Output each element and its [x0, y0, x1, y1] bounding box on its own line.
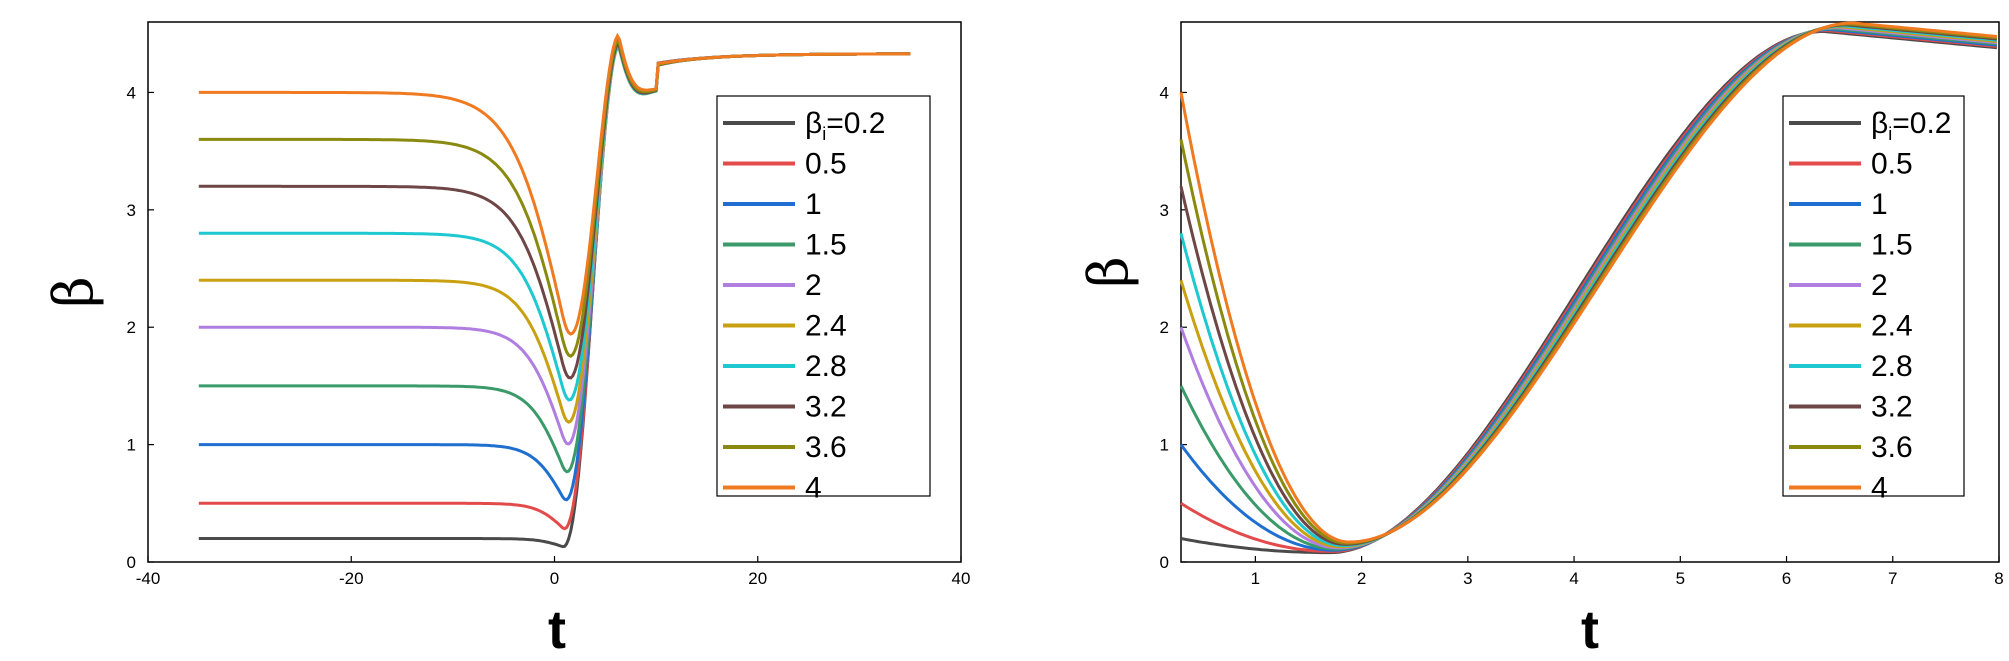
x-tick-label: 0: [550, 569, 559, 588]
y-tick-label: 4: [1160, 83, 1169, 102]
y-tick-label: 1: [127, 436, 136, 455]
y-tick-label: 3: [127, 201, 136, 220]
right-y-axis-label: β: [1077, 256, 1140, 287]
right-series-lines: [1179, 21, 1998, 555]
legend-label: 3.6: [1871, 431, 1913, 464]
legend-label: 2.4: [805, 310, 847, 343]
legend-label: 2.4: [1871, 310, 1913, 343]
legend-label: 0.5: [1871, 148, 1913, 181]
right-legend: βi=0.2 0.5 1 1.5 2 2.4 2.8 3.2 3.6 4: [1782, 95, 1965, 505]
x-tick-label: 6: [1782, 569, 1791, 588]
right-x-axis-label: t: [1581, 600, 1599, 660]
x-tick-label: 2: [1357, 569, 1366, 588]
legend-label: 3.6: [805, 431, 847, 464]
legend-symbol: β: [1871, 107, 1888, 140]
y-tick-label: 3: [1160, 201, 1169, 220]
x-tick-label: 3: [1463, 569, 1472, 588]
left-ticks: -40 -20 0 20 40 0 1 2 3 4: [127, 83, 971, 588]
legend-label: 1: [805, 188, 822, 221]
legend-label: 1: [1871, 188, 1888, 221]
y-tick-label: 2: [127, 318, 136, 337]
legend-label: βi=0.2: [805, 107, 886, 144]
legend-value: =0.2: [826, 107, 885, 140]
x-tick-label: 5: [1676, 569, 1685, 588]
legend-label: 2: [1871, 269, 1888, 302]
left-legend: βi=0.2 0.5 1 1.5 2 2.4 2.8 3.2 3.6 4: [716, 95, 931, 505]
right-plot-frame: [1180, 21, 2000, 563]
series-line-4: [1179, 21, 1998, 544]
left-series-lines: [198, 32, 911, 549]
legend-label: 3.2: [805, 391, 847, 424]
x-tick-label: -40: [136, 569, 161, 588]
legend-subscript: i: [822, 124, 826, 144]
x-tick-label: 20: [748, 569, 767, 588]
legend-subscript: i: [1888, 124, 1892, 144]
x-tick-label: -20: [339, 569, 364, 588]
x-tick-label: 7: [1888, 569, 1897, 588]
y-tick-label: 4: [127, 83, 136, 102]
x-tick-label: 4: [1569, 569, 1578, 588]
legend-label: 2: [805, 269, 822, 302]
y-tick-label: 2: [1160, 318, 1169, 337]
legend-label: 1.5: [805, 229, 847, 262]
left-y-axis-label: β: [42, 276, 105, 307]
legend-label: βi=0.2: [1871, 107, 1952, 144]
right-ticks: 1 2 3 4 5 6 7 8 0 1 2 3 4: [1160, 83, 2004, 588]
x-tick-label: 1: [1251, 569, 1260, 588]
legend-label: 2.8: [805, 350, 847, 383]
legend-label: 1.5: [1871, 229, 1913, 262]
series-line-4: [198, 32, 911, 336]
x-tick-label: 8: [1994, 569, 2003, 588]
left-x-axis-label: t: [548, 600, 566, 660]
x-tick-label: 40: [952, 569, 971, 588]
legend-label: 0.5: [805, 148, 847, 181]
legend-value: =0.2: [1892, 107, 1951, 140]
legend-label: 2.8: [1871, 350, 1913, 383]
legend-label: 4: [1871, 472, 1888, 505]
y-tick-label: 0: [127, 553, 136, 572]
legend-label: 3.2: [1871, 391, 1913, 424]
y-tick-label: 0: [1160, 553, 1169, 572]
legend-label: 4: [805, 472, 822, 505]
legend-symbol: β: [805, 107, 822, 140]
y-tick-label: 1: [1160, 436, 1169, 455]
